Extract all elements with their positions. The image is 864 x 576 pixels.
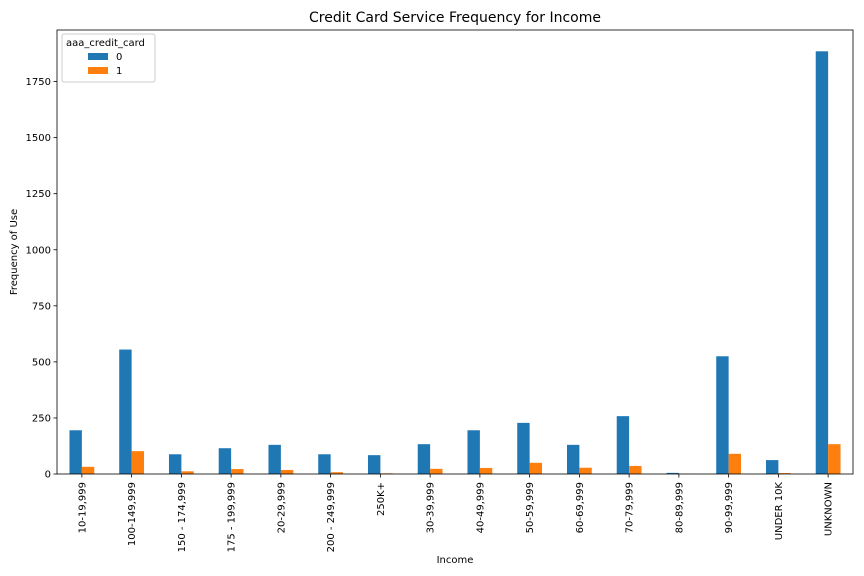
bar-series-1-15 bbox=[778, 473, 791, 474]
bar-series-1-9 bbox=[479, 467, 493, 474]
bar-series-0-14 bbox=[716, 356, 729, 474]
bar-series-1-11 bbox=[579, 467, 592, 474]
legend-title: aaa_credit_card bbox=[66, 38, 145, 49]
bar-series-1-6 bbox=[330, 472, 344, 474]
x-tick-label: 70-79,999 bbox=[625, 482, 636, 533]
bar-series-1-2 bbox=[131, 451, 145, 474]
bar-series-1-5 bbox=[280, 469, 294, 474]
plot-frame bbox=[56, 29, 854, 475]
y-tick-label: 250 bbox=[32, 413, 51, 424]
legend-box bbox=[61, 33, 156, 83]
bar-series-0-1 bbox=[69, 430, 82, 474]
y-tick-label: 1250 bbox=[26, 189, 51, 200]
bar-series-1-10 bbox=[529, 462, 543, 474]
bar-series-1-3 bbox=[181, 471, 194, 474]
bar-series-0-4 bbox=[218, 448, 232, 474]
bar-series-0-2 bbox=[119, 349, 132, 474]
bar-series-0-3 bbox=[168, 454, 182, 474]
y-tick-label: 500 bbox=[32, 357, 51, 368]
bar-series-0-13 bbox=[666, 472, 679, 474]
x-tick-label: 100-149,999 bbox=[127, 482, 138, 546]
bar-series-1-14 bbox=[728, 453, 742, 474]
bar-series-0-8 bbox=[417, 444, 431, 474]
legend: aaa_credit_card 0 1 bbox=[61, 33, 156, 83]
x-tick-label: UNKNOWN bbox=[824, 482, 835, 536]
x-tick-label: 30-39,999 bbox=[426, 482, 437, 533]
x-axis: 10-19,999 100-149,999 150 - 174,999 175 - 1… bbox=[77, 474, 835, 552]
bar-series-0-16 bbox=[815, 51, 829, 475]
legend-swatch-1 bbox=[88, 67, 108, 74]
bars-group bbox=[69, 51, 841, 475]
bar-series-1-16 bbox=[828, 444, 841, 474]
bar-series-1-8 bbox=[430, 468, 443, 474]
x-axis-title: Income bbox=[437, 555, 474, 566]
bar-series-0-7 bbox=[367, 455, 381, 474]
bar-series-1-1 bbox=[81, 466, 95, 474]
x-tick-label: 90-99,999 bbox=[724, 482, 735, 533]
y-tick-label: 0 bbox=[45, 470, 51, 481]
bar-series-0-11 bbox=[566, 444, 580, 474]
bar-series-0-6 bbox=[318, 454, 331, 474]
x-tick-label: 60-69,999 bbox=[575, 482, 586, 533]
legend-label-0: 0 bbox=[116, 52, 122, 63]
x-tick-label: 50-59,999 bbox=[525, 482, 536, 533]
x-tick-label: 10-19,999 bbox=[77, 482, 88, 533]
x-tick-label: 150 - 174,999 bbox=[177, 482, 188, 552]
x-tick-label: 250K+ bbox=[376, 482, 387, 516]
x-tick-label: 175 - 199,999 bbox=[227, 482, 238, 552]
x-tick-label: UNDER 10K bbox=[774, 482, 785, 541]
x-tick-label: 20-29,999 bbox=[276, 482, 287, 533]
bar-series-0-9 bbox=[467, 430, 480, 474]
bar-series-0-5 bbox=[268, 444, 281, 474]
x-tick-label: 200 - 249,999 bbox=[326, 482, 337, 552]
chart-title: Credit Card Service Frequency for Income bbox=[309, 10, 601, 26]
x-tick-label: 80-89,999 bbox=[674, 482, 685, 533]
legend-label-1: 1 bbox=[116, 66, 122, 77]
y-tick-label: 1000 bbox=[26, 245, 51, 256]
y-tick-label: 1750 bbox=[26, 77, 51, 88]
legend-swatch-0 bbox=[88, 53, 108, 60]
bar-series-1-12 bbox=[629, 465, 642, 474]
bar-series-0-12 bbox=[616, 416, 630, 474]
x-tick-label: 40-49,999 bbox=[475, 482, 486, 533]
bar-series-1-4 bbox=[231, 469, 244, 474]
bar-series-0-15 bbox=[765, 460, 779, 474]
y-axis: 0 250 500 750 1000 1250 1500 1750 bbox=[26, 77, 57, 481]
y-tick-label: 1500 bbox=[26, 133, 51, 144]
bar-series-0-10 bbox=[517, 422, 530, 474]
y-tick-label: 750 bbox=[32, 301, 51, 312]
y-axis-title: Frequency of Use bbox=[9, 209, 20, 295]
